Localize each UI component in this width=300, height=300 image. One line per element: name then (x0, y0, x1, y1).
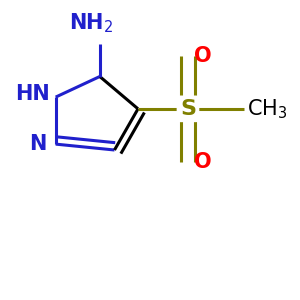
Text: N: N (29, 134, 47, 154)
Text: O: O (194, 46, 212, 66)
Text: HN: HN (15, 84, 50, 104)
Text: NH$_2$: NH$_2$ (69, 12, 113, 35)
Text: O: O (194, 152, 212, 172)
Text: S: S (180, 99, 196, 119)
Text: CH$_3$: CH$_3$ (247, 97, 287, 121)
